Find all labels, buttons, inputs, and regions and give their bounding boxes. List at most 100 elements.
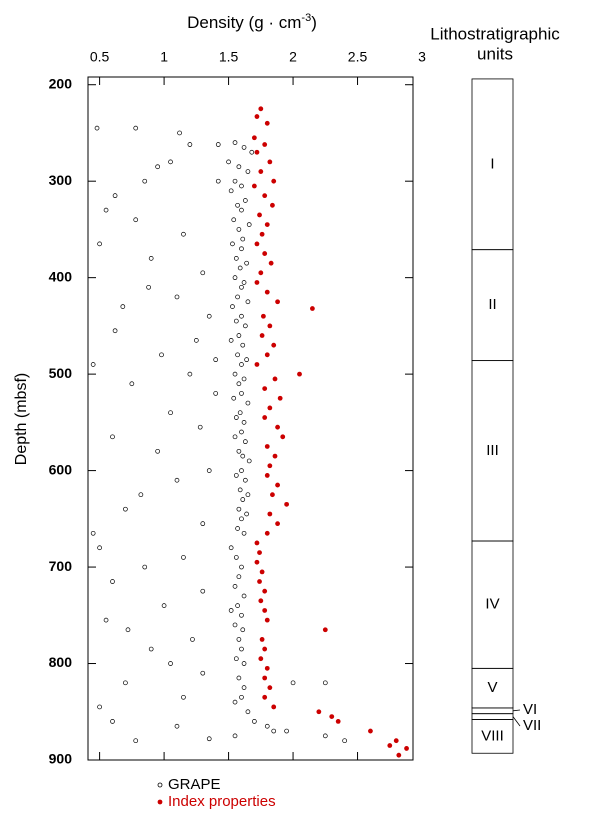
data-point <box>232 733 238 739</box>
data-point <box>177 130 182 136</box>
y-tick-label: 400 <box>49 268 73 284</box>
data-point <box>251 183 257 189</box>
data-point <box>322 627 328 633</box>
data-point <box>168 661 173 666</box>
data-point <box>240 236 246 242</box>
data-point <box>258 656 264 662</box>
data-point <box>200 521 206 527</box>
data-point <box>275 299 280 305</box>
data-point <box>259 569 265 575</box>
data-point <box>206 736 212 742</box>
data-point <box>228 188 234 194</box>
data-point <box>264 665 270 671</box>
y-tick-label: 700 <box>49 558 73 574</box>
data-point <box>239 183 244 189</box>
data-point <box>254 559 260 565</box>
data-point <box>245 169 251 174</box>
data-point <box>133 738 139 744</box>
data-point <box>142 178 148 184</box>
data-point <box>239 246 244 252</box>
data-point <box>155 448 160 454</box>
data-point <box>142 564 148 570</box>
data-point <box>241 376 247 382</box>
data-point <box>213 357 219 363</box>
data-point <box>275 521 280 527</box>
data-point <box>242 323 248 329</box>
data-point <box>262 675 268 681</box>
data-point <box>228 608 234 613</box>
data-point <box>235 294 240 300</box>
data-point <box>235 352 240 358</box>
y-tick-label: 600 <box>49 461 73 477</box>
data-point <box>264 222 270 227</box>
data-point <box>240 497 246 502</box>
data-point <box>262 588 268 594</box>
data-point <box>237 410 243 416</box>
data-point <box>181 231 186 237</box>
data-point <box>239 564 244 570</box>
data-point <box>257 212 262 218</box>
data-point <box>264 473 270 478</box>
data-point <box>239 284 244 290</box>
data-point <box>231 217 237 223</box>
data-point <box>226 159 231 165</box>
data-point <box>271 342 277 348</box>
data-point <box>240 627 246 633</box>
data-point <box>148 646 154 652</box>
data-point <box>239 313 244 319</box>
data-point <box>241 530 247 536</box>
data-point <box>254 540 260 546</box>
data-point <box>239 391 244 396</box>
data-point <box>232 622 238 628</box>
data-point <box>267 685 273 691</box>
data-point <box>310 306 315 311</box>
data-point <box>239 429 244 435</box>
data-point <box>268 260 274 266</box>
data-point <box>267 405 273 411</box>
data-point <box>181 555 186 560</box>
unit-label: V <box>487 679 497 696</box>
data-point <box>259 637 265 642</box>
x-tick-label: 2 <box>289 49 297 65</box>
data-point <box>197 424 203 430</box>
data-point <box>90 362 96 367</box>
data-point <box>254 362 260 367</box>
data-point <box>232 371 238 377</box>
data-point <box>239 694 244 700</box>
data-point <box>258 106 264 112</box>
data-point <box>112 193 118 199</box>
unit-label: II <box>488 296 496 313</box>
data-point <box>242 439 248 445</box>
data-point <box>181 694 186 700</box>
data-point <box>244 260 249 266</box>
data-point <box>239 612 244 618</box>
unit-box <box>471 719 514 754</box>
data-point <box>241 661 247 666</box>
data-point <box>272 376 278 382</box>
data-point <box>232 434 238 440</box>
data-point <box>161 603 167 608</box>
data-point <box>168 410 173 416</box>
data-point <box>284 728 289 734</box>
x-tick-label: 1 <box>160 49 168 65</box>
data-point <box>240 342 246 348</box>
unit-label: I <box>490 155 494 172</box>
unit-label: VIII <box>481 727 504 744</box>
data-point <box>155 164 160 170</box>
unit-label: IV <box>485 596 499 613</box>
data-point <box>133 125 139 131</box>
y-tick-label: 200 <box>49 75 73 91</box>
data-point <box>254 280 260 285</box>
data-point <box>200 588 206 594</box>
data-point <box>262 193 268 199</box>
data-point <box>259 231 265 237</box>
data-point <box>254 114 260 119</box>
data-point <box>233 656 239 662</box>
data-point <box>271 704 277 710</box>
data-point <box>270 202 275 208</box>
data-point <box>267 511 273 517</box>
unit-box <box>471 713 514 720</box>
data-point <box>262 386 268 391</box>
data-point <box>258 598 264 604</box>
